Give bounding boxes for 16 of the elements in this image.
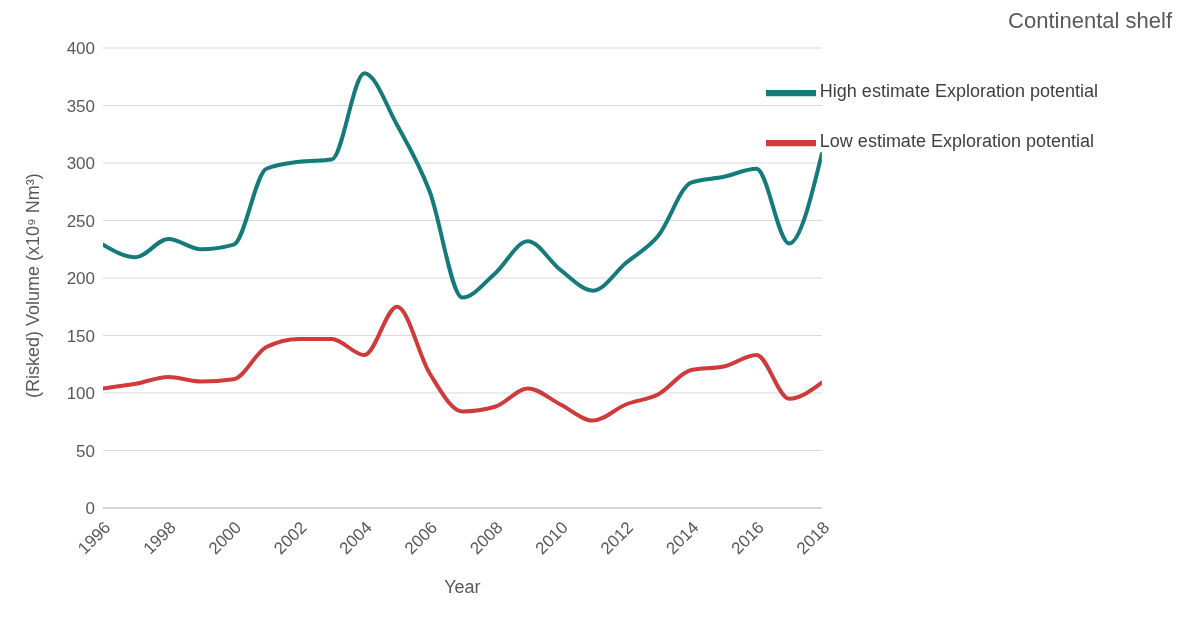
line-series [103,71,822,300]
y-tick-label: 200 [66,269,95,289]
y-tick-label: 50 [76,441,95,461]
y-tick-label: 0 [85,499,95,519]
y-tick-label: 150 [66,326,95,346]
y-tick-label: 100 [66,384,95,404]
y-tick-label: 250 [66,211,95,231]
text: Continental shelf [1008,8,1172,34]
line-series [103,304,822,423]
y-axis-title: (Risked) Volume (x10⁹ Nm³) [23,173,44,398]
y-tick-label: 400 [66,39,95,59]
x-axis-title: Year [444,577,481,597]
y-tick-label: 300 [66,154,95,174]
legend-label: Low estimate Exploration potential [819,131,1095,152]
legend-label: High estimate Exploration potential [819,81,1098,102]
y-tick-label: 350 [66,96,95,116]
